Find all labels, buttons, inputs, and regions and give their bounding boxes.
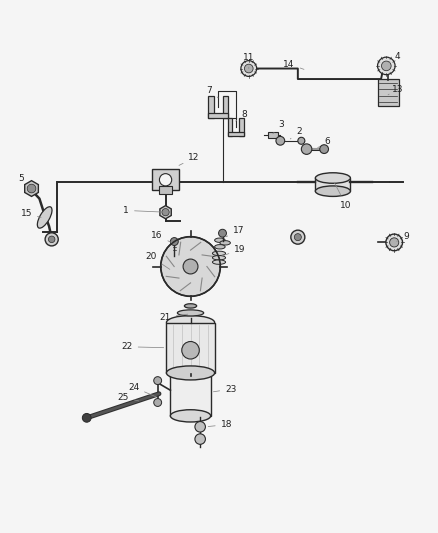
Circle shape	[183, 259, 198, 274]
Text: 11: 11	[243, 53, 254, 69]
Circle shape	[276, 136, 285, 145]
Text: 22: 22	[121, 342, 164, 351]
Ellipse shape	[170, 370, 211, 383]
Text: 6: 6	[318, 137, 331, 148]
Text: 12: 12	[179, 154, 200, 165]
Circle shape	[195, 434, 205, 445]
Bar	[268, 132, 278, 138]
Circle shape	[48, 236, 55, 243]
Circle shape	[378, 57, 395, 75]
Bar	[152, 169, 179, 190]
Circle shape	[386, 234, 403, 251]
Text: 15: 15	[21, 208, 41, 217]
Ellipse shape	[212, 255, 226, 260]
Circle shape	[291, 230, 305, 244]
Ellipse shape	[177, 310, 204, 316]
Circle shape	[381, 61, 391, 71]
Bar	[315, 178, 350, 191]
Circle shape	[154, 377, 162, 384]
Text: 19: 19	[222, 245, 246, 256]
Polygon shape	[25, 181, 39, 197]
Circle shape	[301, 144, 312, 155]
Circle shape	[390, 238, 399, 247]
Ellipse shape	[166, 316, 215, 329]
Text: 18: 18	[208, 420, 232, 429]
FancyBboxPatch shape	[378, 79, 399, 106]
Text: 1: 1	[123, 206, 163, 215]
Circle shape	[219, 229, 226, 237]
Ellipse shape	[212, 260, 226, 264]
Text: 21: 21	[159, 313, 188, 322]
Circle shape	[241, 61, 257, 76]
Text: 10: 10	[334, 182, 352, 209]
Bar	[228, 118, 232, 136]
Ellipse shape	[212, 251, 226, 255]
Ellipse shape	[315, 186, 350, 197]
Bar	[239, 118, 244, 136]
Ellipse shape	[184, 304, 197, 308]
Text: 17: 17	[226, 226, 244, 237]
Ellipse shape	[170, 410, 211, 422]
Text: 3: 3	[273, 120, 285, 134]
Circle shape	[170, 238, 178, 246]
Text: 4: 4	[389, 52, 400, 62]
Circle shape	[298, 138, 305, 144]
Circle shape	[45, 233, 58, 246]
Circle shape	[159, 174, 172, 186]
Circle shape	[161, 237, 220, 296]
Text: 25: 25	[117, 393, 139, 402]
Text: 24: 24	[128, 383, 156, 397]
Bar	[170, 376, 211, 416]
Bar	[228, 132, 244, 136]
Text: 14: 14	[283, 60, 304, 69]
Text: 9: 9	[397, 232, 410, 241]
Polygon shape	[160, 206, 171, 219]
Ellipse shape	[215, 245, 225, 249]
Text: 20: 20	[145, 252, 170, 269]
Text: 23: 23	[213, 384, 237, 393]
Circle shape	[182, 342, 199, 359]
Bar	[166, 322, 215, 373]
Text: 7: 7	[206, 86, 218, 98]
Bar	[208, 113, 228, 118]
Ellipse shape	[315, 173, 350, 183]
Circle shape	[82, 414, 91, 422]
Text: 2: 2	[290, 127, 301, 139]
Circle shape	[294, 233, 301, 241]
Text: 16: 16	[151, 231, 172, 243]
Circle shape	[27, 184, 36, 193]
Bar	[159, 186, 172, 194]
Ellipse shape	[220, 241, 230, 245]
Text: 8: 8	[236, 110, 247, 121]
Circle shape	[244, 64, 253, 73]
Bar	[223, 96, 228, 118]
Ellipse shape	[215, 238, 225, 243]
Circle shape	[195, 422, 205, 432]
Text: 13: 13	[388, 85, 403, 95]
Ellipse shape	[166, 366, 215, 380]
Ellipse shape	[37, 207, 52, 228]
Circle shape	[162, 208, 169, 216]
Circle shape	[154, 399, 162, 407]
Circle shape	[320, 145, 328, 154]
Text: 5: 5	[18, 174, 30, 187]
Bar	[208, 96, 214, 118]
